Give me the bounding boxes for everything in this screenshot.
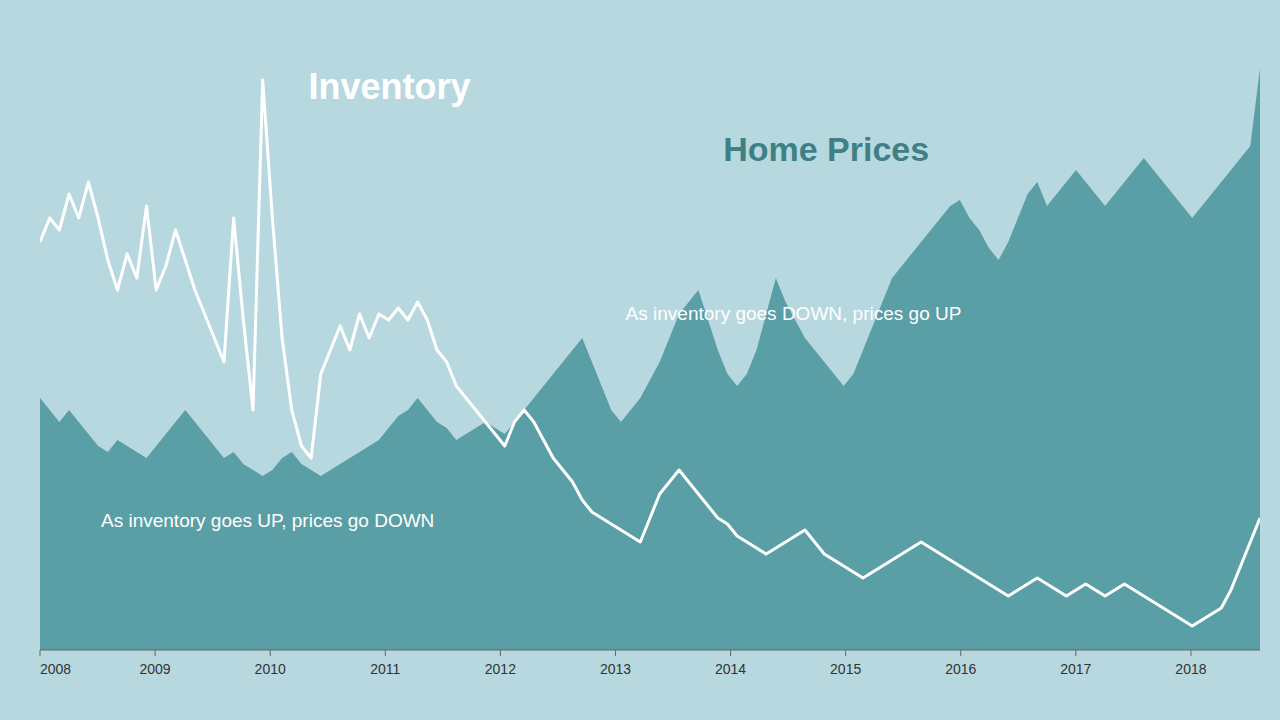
series-label: Inventory bbox=[308, 66, 470, 107]
x-tick bbox=[1075, 650, 1076, 656]
x-tick-label: 2017 bbox=[1060, 661, 1091, 677]
x-tick-label: 2014 bbox=[715, 661, 746, 677]
plot-area bbox=[40, 68, 1260, 650]
x-tick-label: 2015 bbox=[830, 661, 861, 677]
series-label: Home Prices bbox=[723, 130, 929, 168]
x-tick bbox=[385, 650, 386, 656]
background bbox=[0, 0, 1280, 720]
annotation: As inventory goes DOWN, prices go UP bbox=[626, 303, 962, 324]
x-tick-label: 2008 bbox=[40, 661, 71, 677]
area bbox=[40, 68, 1260, 650]
x-tick bbox=[40, 650, 41, 656]
x-tick-label: 2013 bbox=[600, 661, 631, 677]
x-tick bbox=[270, 650, 271, 656]
x-tick bbox=[155, 650, 156, 656]
x-axis-line bbox=[40, 650, 1260, 651]
annotation: As inventory goes UP, prices go DOWN bbox=[101, 510, 434, 531]
x-tick-label: 2011 bbox=[370, 661, 400, 677]
x-tick bbox=[845, 650, 846, 656]
chart: 2008 2009 2010 2011 2012 2013 2014 2015 2016 2017… bbox=[0, 0, 1280, 720]
x-tick-label: 2016 bbox=[945, 661, 976, 677]
x-tick bbox=[960, 650, 961, 656]
x-tick bbox=[615, 650, 616, 656]
x-tick-label: 2012 bbox=[485, 661, 516, 677]
x-tick bbox=[730, 650, 731, 656]
x-tick-label: 2018 bbox=[1175, 661, 1206, 677]
x-tick-label: 2010 bbox=[255, 661, 286, 677]
x-tick-label: 2009 bbox=[140, 661, 171, 677]
x-tick bbox=[500, 650, 501, 656]
line bbox=[40, 80, 1260, 626]
x-tick bbox=[1190, 650, 1191, 656]
